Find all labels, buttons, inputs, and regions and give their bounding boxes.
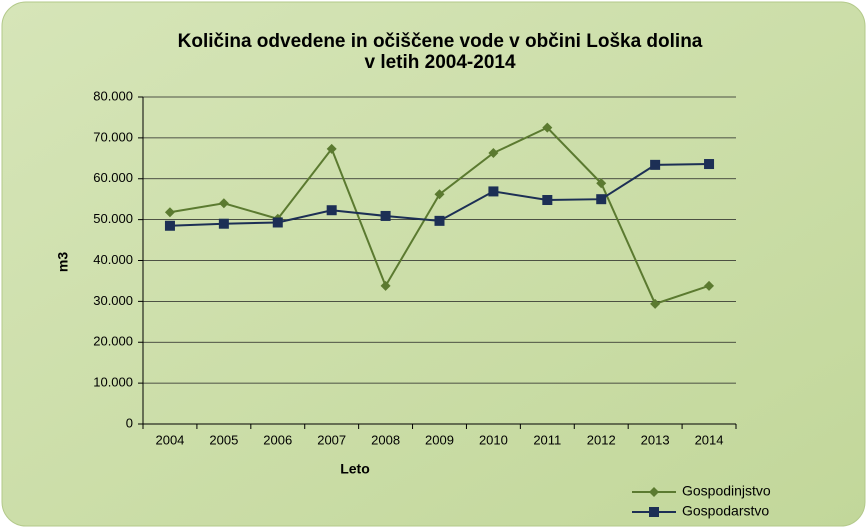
point [650,159,661,170]
y-tick-label: 30.000 [93,293,133,308]
x-tick-label: 2011 [533,432,561,447]
chart-title: v letih 2004-2014 [364,52,515,73]
y-tick-label: 70.000 [93,129,133,144]
point [380,210,391,221]
point [164,207,175,218]
x-tick-label: 2004 [155,432,184,447]
x-tick-label: 2012 [587,432,616,447]
y-tick-label: 60.000 [93,170,133,185]
x-tick-label: 2014 [695,432,724,447]
point [434,189,445,200]
point [488,147,499,158]
y-tick-label: 40.000 [93,252,133,267]
point [164,220,175,231]
y-tick-label: 10.000 [93,375,133,390]
y-tick-label: 50.000 [93,211,133,226]
x-axis-title: Leto [340,461,370,477]
legend-marker [649,487,659,497]
point [542,195,553,206]
point [218,218,229,229]
point [596,178,607,189]
point [218,198,229,209]
x-tick-label: 2005 [209,432,238,447]
x-tick-label: 2013 [641,432,670,447]
y-axis-title: m3 [55,252,71,272]
y-tick-label: 0 [126,415,133,430]
point [434,215,445,226]
legend-label: Gospodarstvo [682,503,769,519]
y-tick-label: 20.000 [93,334,133,349]
point [596,194,607,205]
point [650,298,661,309]
point [704,280,715,291]
point [380,280,391,291]
point [326,143,337,154]
point [704,159,715,170]
chart-title: Količina odvedene in očiščene vode v obč… [178,31,703,52]
legend-label: Gospodinjstvo [682,483,771,499]
x-tick-label: 2008 [371,432,400,447]
x-tick-label: 2009 [425,432,454,447]
x-tick-label: 2006 [263,432,292,447]
point [542,122,553,133]
x-tick-label: 2007 [317,432,346,447]
point [326,205,337,216]
x-tick-label: 2010 [479,432,508,447]
legend-marker [649,507,659,517]
y-tick-label: 80.000 [93,88,133,103]
point [488,186,499,197]
point [272,217,283,228]
